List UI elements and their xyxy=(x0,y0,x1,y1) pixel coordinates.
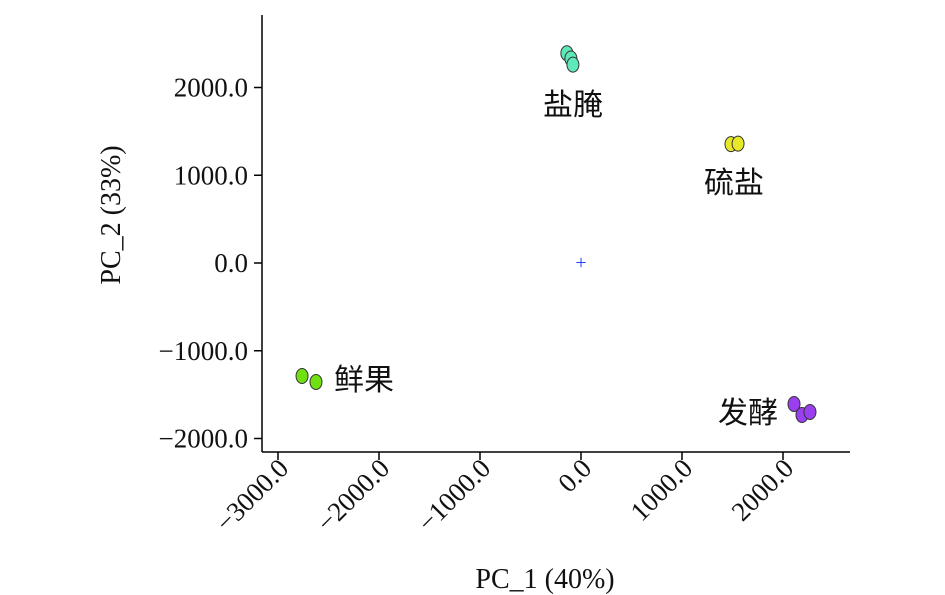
group-label: 鲜果 xyxy=(334,364,394,397)
x-tick-label: 1000.0 xyxy=(625,453,699,527)
origin-marker: + xyxy=(575,252,586,274)
group-label: 发酵 xyxy=(718,397,778,430)
data-point xyxy=(803,403,817,420)
data-point xyxy=(309,373,323,390)
data-point xyxy=(295,368,309,385)
y-tick-label: −2000.0 xyxy=(159,424,248,454)
x-tick-label: −1000.0 xyxy=(412,453,496,537)
y-tick-label: 1000.0 xyxy=(174,160,248,190)
data-point xyxy=(566,56,580,73)
x-axis-label: PC_1 (40%) xyxy=(475,564,614,595)
y-tick-label: −1000.0 xyxy=(159,336,248,366)
x-tick-label: −3000.0 xyxy=(210,453,294,537)
group-label: 硫盐 xyxy=(704,167,764,200)
y-tick-label: 0.0 xyxy=(214,248,248,278)
data-point xyxy=(731,135,745,152)
y-tick-label: 2000.0 xyxy=(174,73,248,103)
x-tick-label: 0.0 xyxy=(552,453,597,498)
y-axis-label: PC_2 (33%) xyxy=(96,145,127,284)
x-tick-label: −2000.0 xyxy=(311,453,395,537)
data-point xyxy=(787,396,801,413)
x-tick-label: 2000.0 xyxy=(726,453,800,527)
group-label: 盐腌 xyxy=(543,89,603,122)
